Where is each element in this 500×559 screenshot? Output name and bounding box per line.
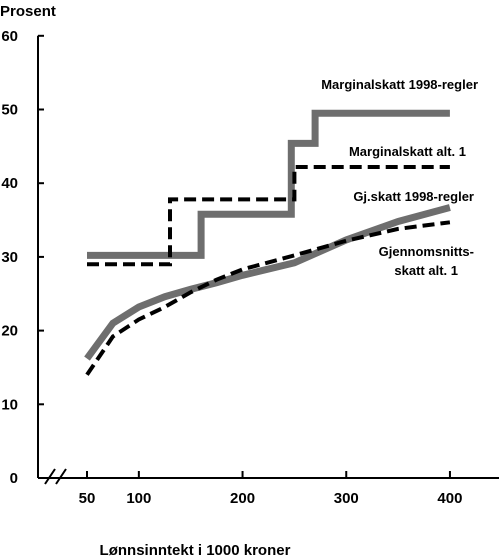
series-line-gjennomsnitt-alt1 (85, 220, 451, 376)
y-tick-label-30: 30 (1, 249, 18, 266)
series-line-marginalskatt-1998 (87, 109, 450, 259)
x-tick-label-300: 300 (334, 490, 359, 507)
y-tick-label-40: 40 (1, 175, 18, 192)
series-labels: Marginalskatt 1998-regler Marginalskatt … (321, 77, 478, 278)
x-axis-break-mark-2 (55, 468, 67, 485)
y-tick-label-10: 10 (1, 396, 18, 413)
x-tick-label-200: 200 (230, 490, 255, 507)
y-tick-label-50: 50 (1, 102, 18, 119)
series-label-gjennomsnitt-alt1-line2: skatt alt. 1 (394, 263, 458, 278)
y-axis-title: Prosent (0, 3, 56, 20)
series-label-gjennomsnitt-alt1-line1: Gjennomsnitts- (379, 244, 474, 259)
y-tick-label-20: 20 (1, 323, 18, 340)
x-tick-label-50: 50 (79, 490, 96, 507)
y-tick-label-60: 60 (1, 28, 18, 45)
series-label-gjskatt-1998: Gj.skatt 1998-regler (353, 189, 474, 204)
series-line-marginalskatt-alt1 (87, 165, 450, 267)
series-line-gjskatt-1998 (84, 204, 451, 361)
x-axis-break-mark-1 (44, 468, 56, 485)
series-label-marginalskatt-1998: Marginalskatt 1998-regler (321, 77, 478, 92)
x-tick-label-100: 100 (126, 490, 151, 507)
x-axis-title: Lønnsinntekt i 1000 kroner (100, 542, 291, 559)
series-label-marginalskatt-alt1: Marginalskatt alt. 1 (349, 144, 466, 159)
axes: 0 10 20 30 40 50 60 50 100 200 300 400 (1, 28, 499, 507)
series-layer (84, 109, 451, 376)
x-tick-label-400: 400 (437, 490, 462, 507)
y-tick-label-0: 0 (10, 470, 18, 487)
